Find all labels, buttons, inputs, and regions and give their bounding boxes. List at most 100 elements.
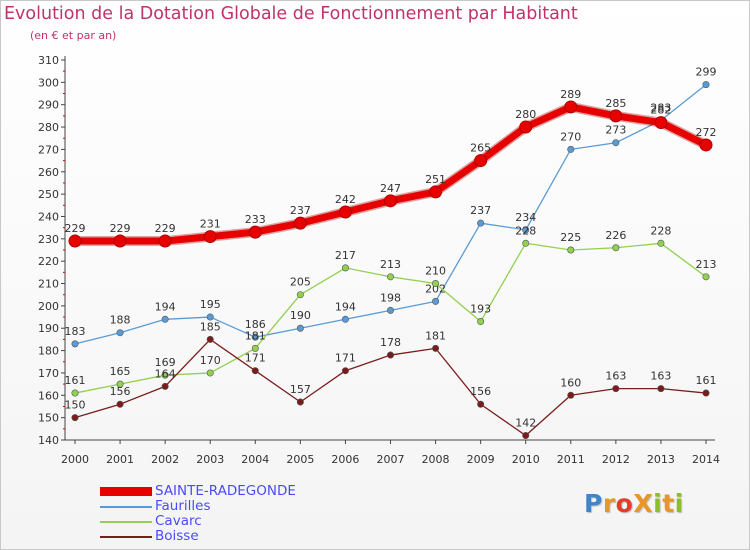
y-tick-label: 150 — [38, 412, 59, 425]
data-label: 213 — [380, 258, 401, 271]
data-label: 237 — [290, 204, 311, 217]
data-point — [702, 81, 710, 89]
data-point — [161, 371, 169, 379]
data-label: 165 — [110, 365, 131, 378]
x-tick-label: 2010 — [512, 453, 540, 466]
data-label: 229 — [110, 222, 131, 235]
data-point — [522, 226, 530, 234]
series-sainte-radegonde: 229 229 229 231 233 237 242 247 251 265 280 289 285 2… — [65, 88, 717, 248]
data-point — [386, 306, 394, 314]
data-point — [702, 389, 710, 397]
x-tick-label: 2008 — [422, 453, 450, 466]
data-label: 157 — [290, 383, 311, 396]
data-label: 283 — [650, 101, 671, 114]
y-tick-label: 270 — [38, 143, 59, 156]
data-point — [609, 109, 623, 123]
data-point — [477, 219, 485, 227]
x-tick-label: 2004 — [241, 453, 269, 466]
data-label: 193 — [470, 303, 491, 316]
data-label: 161 — [696, 374, 717, 387]
y-tick-label: 250 — [38, 188, 59, 201]
data-label: 228 — [515, 224, 536, 237]
x-tick-label: 2000 — [61, 453, 89, 466]
y-tick-label: 300 — [38, 76, 59, 89]
chart-subtitle: (en € et par an) — [30, 29, 117, 42]
data-point — [612, 244, 620, 252]
data-label: 251 — [425, 173, 446, 186]
data-point — [699, 138, 713, 152]
data-label: 160 — [560, 376, 581, 389]
x-tick-label: 2011 — [557, 453, 585, 466]
data-label: 178 — [380, 336, 401, 349]
data-label: 229 — [155, 222, 176, 235]
legend-swatch — [100, 520, 152, 523]
y-tick-label: 180 — [38, 345, 59, 358]
data-label: 299 — [696, 66, 717, 79]
data-point — [386, 351, 394, 359]
proxiti-logo: ProXiti — [584, 489, 684, 518]
data-point — [296, 324, 304, 332]
data-point — [293, 216, 307, 230]
y-tick-label: 200 — [38, 300, 59, 313]
legend-swatch — [100, 535, 152, 538]
logo-letter: X — [633, 489, 654, 518]
data-label: 225 — [560, 231, 581, 244]
data-label: 234 — [515, 211, 536, 224]
data-label: 233 — [245, 213, 266, 226]
x-tick-label: 2012 — [602, 453, 630, 466]
y-tick-label: 160 — [38, 389, 59, 402]
data-label: 190 — [290, 309, 311, 322]
data-label: 273 — [605, 124, 626, 137]
x-tick-label: 2005 — [286, 453, 314, 466]
data-point — [429, 185, 443, 199]
logo-letter: r — [602, 489, 616, 518]
data-point — [116, 400, 124, 408]
data-label: 265 — [470, 142, 491, 155]
data-point — [71, 414, 79, 422]
data-point — [203, 230, 217, 244]
data-point — [296, 291, 304, 299]
data-point — [477, 318, 485, 326]
data-label: 156 — [470, 385, 491, 398]
y-tick-label: 210 — [38, 278, 59, 291]
data-label: 163 — [605, 370, 626, 383]
data-point — [386, 273, 394, 281]
data-point — [338, 205, 352, 219]
data-point — [161, 315, 169, 323]
logo-letter: t — [662, 489, 675, 518]
logo-letter: P — [584, 489, 603, 518]
series-cavarc: 161 165 169 170 181 205 217 213 210 193 228 225 226 2… — [65, 224, 717, 397]
legend-label: Faurilles — [155, 498, 211, 514]
data-label: 198 — [380, 291, 401, 304]
data-point — [251, 333, 259, 341]
legend-swatch — [100, 505, 152, 508]
data-point — [657, 239, 665, 247]
data-label: 285 — [605, 97, 626, 110]
data-point — [341, 264, 349, 272]
data-label: 186 — [245, 318, 266, 331]
x-tick-label: 2006 — [331, 453, 359, 466]
data-label: 210 — [425, 265, 446, 278]
x-tick-label: 2001 — [106, 453, 134, 466]
logo-letter: i — [674, 489, 684, 518]
data-point — [567, 145, 575, 153]
data-point — [432, 297, 440, 305]
logo-letter: o — [615, 489, 634, 518]
data-label: 229 — [65, 222, 86, 235]
series-boisse: 150 156 164 185 171 157 171 178 181 156 142 160 163 1… — [65, 320, 717, 440]
data-label: 194 — [155, 300, 176, 313]
data-label: 161 — [65, 374, 86, 387]
data-point — [116, 329, 124, 337]
data-point — [71, 340, 79, 348]
data-label: 247 — [380, 182, 401, 195]
data-point — [161, 382, 169, 390]
data-label: 228 — [650, 224, 671, 237]
data-point — [206, 369, 214, 377]
data-point — [341, 367, 349, 375]
y-tick-label: 240 — [38, 210, 59, 223]
data-point — [612, 139, 620, 147]
data-label: 164 — [155, 367, 176, 380]
data-label: 163 — [650, 370, 671, 383]
